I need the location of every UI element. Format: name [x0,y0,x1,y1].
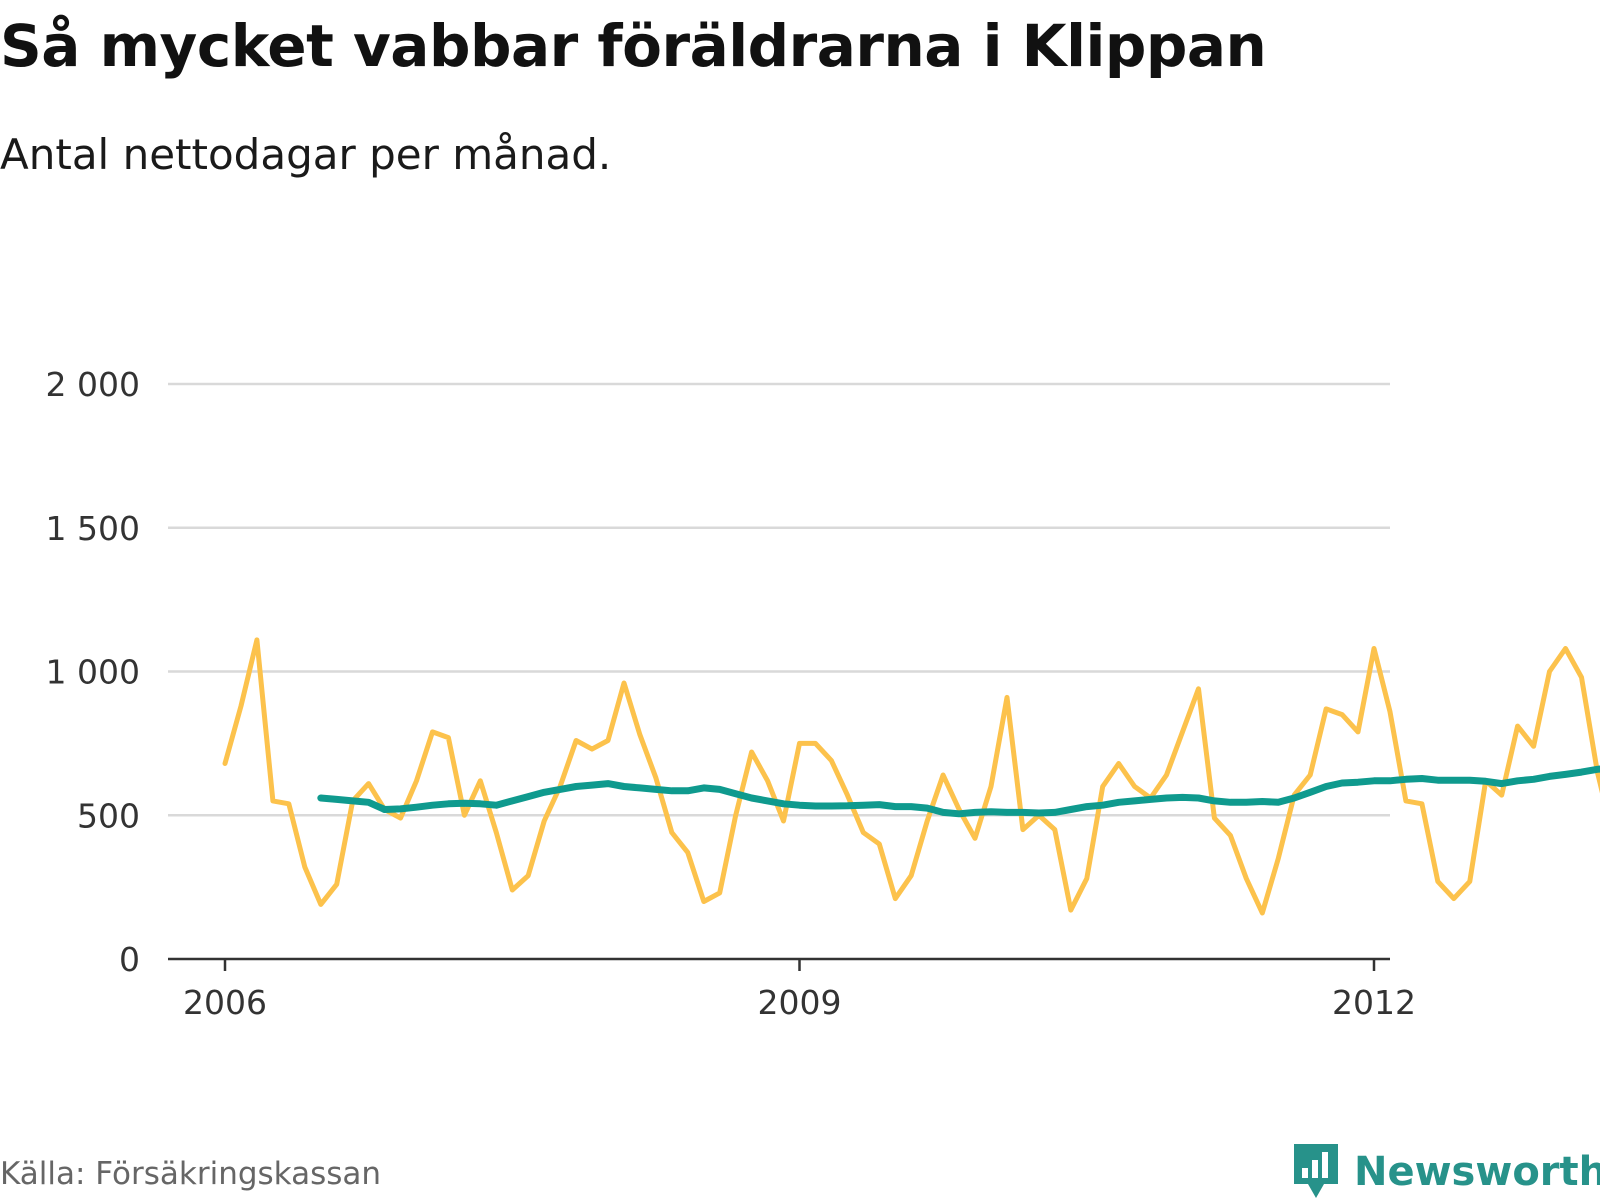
series-line-trend [317,765,1600,818]
y-tick-label: 1 500 [46,509,140,548]
y-tick-label: 500 [77,796,140,835]
x-tick-label: 2006 [183,983,267,1022]
brand-name: Newsworthy [1354,1149,1600,1195]
y-tick-label: 0 [119,940,140,979]
x-axis: 2006200920122015201820212023 [168,957,1416,1022]
series-line-per-manad [222,637,1600,916]
series-lines [222,637,1600,916]
x-tick-label: 2009 [758,983,842,1022]
chart-title: Så mycket vabbar föräldrarna i Klippan [0,12,1267,80]
brand-logo: Newsworthy [1290,1140,1600,1204]
y-axis-tick-labels: 0 500 1 000 1 500 2 000 [46,365,140,979]
y-tick-label: 1 000 [46,653,140,692]
chart-subtitle: Antal nettodagar per månad. [0,130,612,179]
bar-chart-speech-bubble-icon [1294,1144,1338,1198]
y-tick-label: 2 000 [46,365,140,404]
source-note: Källa: Försäkringskassan [0,1156,382,1192]
x-tick-label: 2012 [1332,983,1416,1022]
